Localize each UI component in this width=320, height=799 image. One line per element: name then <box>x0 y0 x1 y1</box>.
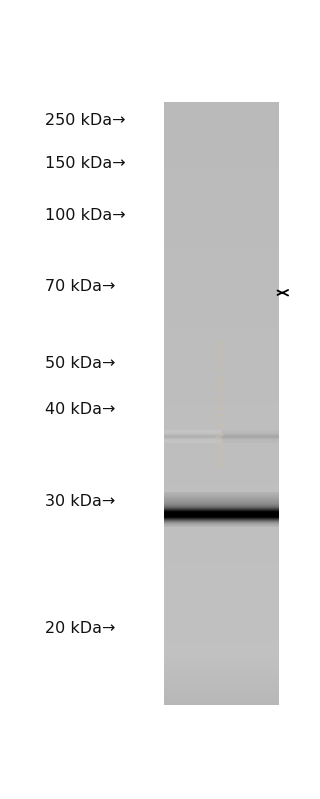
Text: 30 kDa→: 30 kDa→ <box>45 495 115 510</box>
Text: 50 kDa→: 50 kDa→ <box>45 356 115 371</box>
Text: 250 kDa→: 250 kDa→ <box>45 113 125 128</box>
Text: 20 kDa→: 20 kDa→ <box>45 621 115 635</box>
Text: 100 kDa→: 100 kDa→ <box>45 209 125 224</box>
Text: 40 kDa→: 40 kDa→ <box>45 402 115 417</box>
Text: 70 kDa→: 70 kDa→ <box>45 279 115 294</box>
Text: 150 kDa→: 150 kDa→ <box>45 156 125 171</box>
Text: WWW.PTGLAB.COM: WWW.PTGLAB.COM <box>214 339 228 468</box>
